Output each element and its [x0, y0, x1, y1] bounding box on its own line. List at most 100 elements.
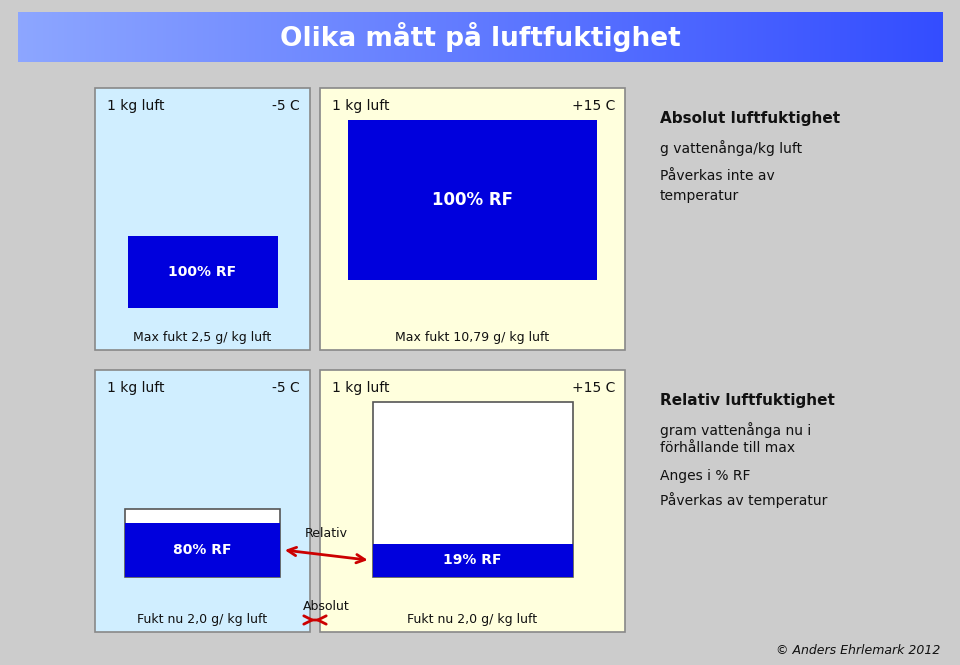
Text: -5 C: -5 C	[273, 99, 300, 113]
Text: Anges i % RF: Anges i % RF	[660, 469, 751, 483]
Bar	[551, 12, 555, 62]
Bar	[276, 12, 280, 62]
Bar	[566, 12, 570, 62]
Bar	[806, 12, 810, 62]
Bar	[834, 12, 838, 62]
Bar	[36, 12, 40, 62]
Bar	[175, 12, 180, 62]
Bar	[67, 12, 71, 62]
Bar	[427, 12, 432, 62]
Text: 1 kg luft: 1 kg luft	[107, 381, 164, 395]
Bar	[560, 12, 564, 62]
Bar	[696, 12, 700, 62]
Bar	[480, 12, 484, 62]
Bar	[357, 12, 361, 62]
Text: gram vattenånga nu i: gram vattenånga nu i	[660, 422, 811, 438]
Bar	[459, 12, 463, 62]
Bar	[31, 12, 35, 62]
Bar	[886, 12, 891, 62]
Bar	[893, 12, 897, 62]
Bar	[495, 12, 499, 62]
Bar	[350, 12, 354, 62]
Bar	[653, 12, 657, 62]
Bar	[80, 12, 84, 62]
Bar	[108, 12, 111, 62]
Bar	[46, 12, 50, 62]
Bar	[569, 12, 573, 62]
Bar	[877, 12, 881, 62]
Bar	[520, 12, 524, 62]
Bar	[748, 12, 752, 62]
Bar	[541, 12, 545, 62]
Bar	[34, 12, 37, 62]
Bar	[483, 12, 487, 62]
Bar	[926, 12, 930, 62]
Bar	[462, 12, 466, 62]
Bar	[179, 12, 182, 62]
Bar	[116, 12, 121, 62]
Bar	[372, 544, 572, 577]
Bar	[708, 12, 712, 62]
Bar	[261, 12, 265, 62]
Bar	[348, 12, 351, 62]
Bar	[533, 12, 537, 62]
Bar	[794, 12, 799, 62]
Text: 100% RF: 100% RF	[432, 191, 513, 209]
Bar	[209, 12, 213, 62]
Bar	[73, 12, 78, 62]
Bar	[203, 12, 207, 62]
Bar	[847, 12, 851, 62]
Bar	[255, 12, 259, 62]
Text: Max fukt 2,5 g/ kg luft: Max fukt 2,5 g/ kg luft	[133, 331, 272, 344]
Bar	[705, 12, 708, 62]
Bar	[125, 523, 280, 577]
Bar	[896, 12, 900, 62]
Bar	[544, 12, 549, 62]
Bar	[684, 12, 687, 62]
Bar	[720, 12, 725, 62]
Bar	[446, 12, 450, 62]
Bar	[844, 12, 848, 62]
Bar	[468, 12, 471, 62]
Bar	[539, 12, 542, 62]
Bar	[501, 12, 506, 62]
Bar	[514, 12, 518, 62]
Bar	[714, 12, 718, 62]
Bar	[455, 12, 460, 62]
Bar	[89, 12, 93, 62]
Bar	[890, 12, 894, 62]
Bar	[585, 12, 588, 62]
Bar	[274, 12, 277, 62]
Bar	[83, 12, 86, 62]
Bar	[283, 12, 287, 62]
Bar	[536, 12, 540, 62]
Bar	[18, 12, 22, 62]
Bar	[378, 12, 382, 62]
Bar	[732, 12, 736, 62]
Bar	[745, 12, 749, 62]
Bar	[42, 12, 47, 62]
Text: Fukt nu 2,0 g/ kg luft: Fukt nu 2,0 g/ kg luft	[137, 614, 268, 626]
Bar	[875, 12, 878, 62]
Text: 1 kg luft: 1 kg luft	[332, 381, 390, 395]
Text: g vattenånga/kg luft: g vattenånga/kg luft	[660, 140, 803, 156]
Bar	[271, 12, 275, 62]
Bar	[470, 12, 475, 62]
Text: Relativ luftfuktighet: Relativ luftfuktighet	[660, 392, 835, 408]
Bar	[396, 12, 401, 62]
Bar	[936, 12, 940, 62]
Bar	[850, 12, 853, 62]
Bar	[126, 12, 130, 62]
Bar	[781, 12, 786, 62]
Bar	[394, 12, 397, 62]
Bar	[311, 12, 315, 62]
Bar	[508, 12, 512, 62]
Bar	[671, 12, 675, 62]
Bar	[582, 12, 586, 62]
Text: © Anders Ehrlemark 2012: © Anders Ehrlemark 2012	[776, 644, 940, 656]
Bar	[656, 12, 660, 62]
Bar	[625, 12, 629, 62]
Bar	[564, 12, 567, 62]
Bar	[61, 12, 65, 62]
Bar	[421, 12, 425, 62]
